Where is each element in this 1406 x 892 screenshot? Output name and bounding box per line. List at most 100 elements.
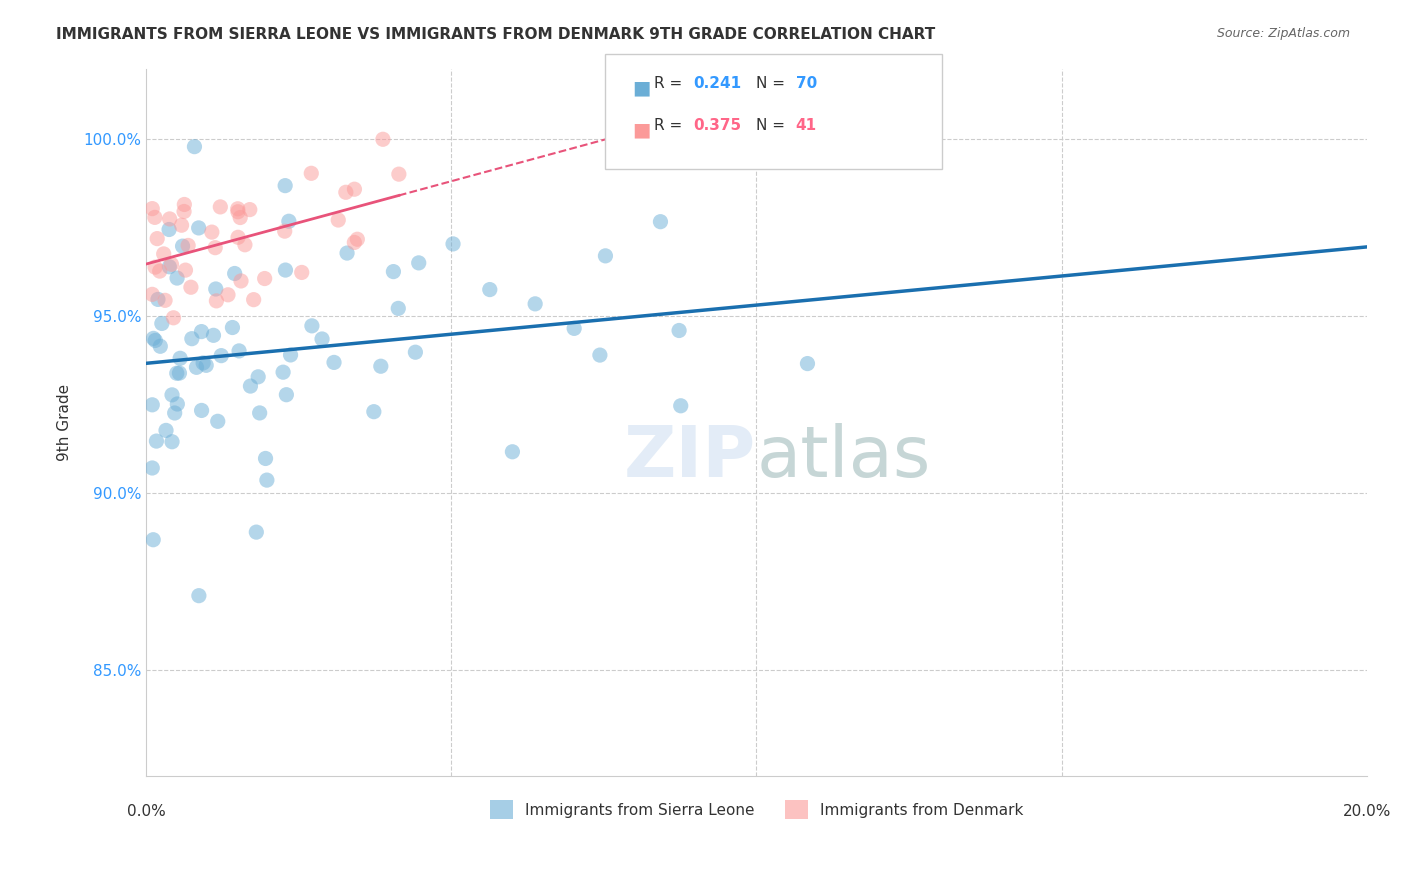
Immigrants from Sierra Leone xyxy=(441,236,464,251)
Immigrants from Sierra Leone xyxy=(245,525,267,540)
Immigrants from Sierra Leone xyxy=(524,297,547,311)
Text: N =: N = xyxy=(756,118,790,133)
Immigrants from Sierra Leone xyxy=(256,473,278,487)
Immigrants from Denmark xyxy=(299,166,322,180)
Immigrants from Sierra Leone xyxy=(191,356,214,370)
Immigrants from Sierra Leone xyxy=(254,451,277,466)
Immigrants from Sierra Leone xyxy=(363,405,385,419)
Text: N =: N = xyxy=(756,76,790,91)
Immigrants from Denmark xyxy=(371,132,394,146)
Immigrants from Sierra Leone xyxy=(796,357,818,371)
Immigrants from Denmark xyxy=(143,260,166,274)
Immigrants from Denmark xyxy=(162,310,184,325)
Immigrants from Sierra Leone xyxy=(668,324,690,338)
Immigrants from Sierra Leone xyxy=(155,424,177,438)
Immigrants from Denmark xyxy=(205,293,228,308)
Immigrants from Sierra Leone xyxy=(336,246,359,260)
Immigrants from Sierra Leone xyxy=(172,239,194,253)
Immigrants from Sierra Leone xyxy=(202,328,225,343)
Immigrants from Sierra Leone xyxy=(370,359,392,374)
Immigrants from Sierra Leone xyxy=(141,461,163,475)
Immigrants from Sierra Leone xyxy=(501,444,523,458)
Immigrants from Sierra Leone xyxy=(589,348,612,362)
Immigrants from Sierra Leone xyxy=(166,271,188,285)
Text: ■: ■ xyxy=(633,78,651,97)
Immigrants from Sierra Leone xyxy=(404,345,426,359)
Immigrants from Denmark xyxy=(242,293,264,307)
Immigrants from Sierra Leone xyxy=(595,249,617,263)
Text: ■: ■ xyxy=(633,120,651,139)
Immigrants from Sierra Leone xyxy=(224,267,246,281)
Immigrants from Denmark xyxy=(239,202,262,217)
Immigrants from Denmark xyxy=(159,211,181,226)
Immigrants from Denmark xyxy=(173,204,195,219)
Immigrants from Denmark xyxy=(229,274,252,288)
Immigrants from Denmark xyxy=(226,230,249,244)
Text: R =: R = xyxy=(654,76,688,91)
Immigrants from Sierra Leone xyxy=(311,332,333,346)
Immigrants from Denmark xyxy=(170,218,193,232)
Immigrants from Sierra Leone xyxy=(169,366,191,380)
Immigrants from Sierra Leone xyxy=(408,256,430,270)
Immigrants from Sierra Leone xyxy=(280,348,302,362)
Text: atlas: atlas xyxy=(756,423,931,492)
Immigrants from Denmark xyxy=(180,280,202,294)
Immigrants from Sierra Leone xyxy=(160,434,183,449)
Immigrants from Sierra Leone xyxy=(562,321,585,335)
Immigrants from Sierra Leone xyxy=(221,320,243,334)
Immigrants from Sierra Leone xyxy=(228,343,250,358)
Text: 0.241: 0.241 xyxy=(693,76,741,91)
Text: R =: R = xyxy=(654,118,688,133)
Immigrants from Denmark xyxy=(141,287,163,301)
Immigrants from Sierra Leone xyxy=(195,359,218,373)
Immigrants from Sierra Leone xyxy=(190,325,212,339)
Immigrants from Denmark xyxy=(143,211,166,225)
Immigrants from Sierra Leone xyxy=(150,317,173,331)
Immigrants from Sierra Leone xyxy=(180,332,202,346)
Immigrants from Sierra Leone xyxy=(478,283,501,297)
Immigrants from Sierra Leone xyxy=(163,406,186,420)
Immigrants from Sierra Leone xyxy=(239,379,262,393)
Immigrants from Denmark xyxy=(173,197,195,211)
Immigrants from Denmark xyxy=(233,237,256,252)
Immigrants from Sierra Leone xyxy=(382,264,405,278)
Immigrants from Sierra Leone xyxy=(157,222,180,236)
Immigrants from Denmark xyxy=(153,293,176,308)
Immigrants from Denmark xyxy=(141,202,163,216)
Text: Source: ZipAtlas.com: Source: ZipAtlas.com xyxy=(1216,27,1350,40)
Immigrants from Denmark xyxy=(328,213,350,227)
Immigrants from Denmark xyxy=(209,200,232,214)
Immigrants from Sierra Leone xyxy=(274,263,297,277)
Immigrants from Sierra Leone xyxy=(301,318,323,333)
Immigrants from Denmark xyxy=(291,265,314,279)
Text: 70: 70 xyxy=(796,76,817,91)
Immigrants from Denmark xyxy=(388,167,411,181)
Text: 0.375: 0.375 xyxy=(693,118,741,133)
Immigrants from Denmark xyxy=(152,247,174,261)
Text: IMMIGRANTS FROM SIERRA LEONE VS IMMIGRANTS FROM DENMARK 9TH GRADE CORRELATION CH: IMMIGRANTS FROM SIERRA LEONE VS IMMIGRAN… xyxy=(56,27,935,42)
Immigrants from Sierra Leone xyxy=(323,355,346,369)
Immigrants from Sierra Leone xyxy=(145,434,167,448)
Immigrants from Denmark xyxy=(229,211,252,225)
Y-axis label: 9th Grade: 9th Grade xyxy=(58,384,72,461)
Immigrants from Sierra Leone xyxy=(187,221,209,235)
Immigrants from Denmark xyxy=(146,231,169,245)
Immigrants from Sierra Leone xyxy=(274,178,297,193)
Immigrants from Sierra Leone xyxy=(142,533,165,547)
Immigrants from Sierra Leone xyxy=(669,399,692,413)
Immigrants from Denmark xyxy=(174,263,197,277)
Immigrants from Denmark xyxy=(226,204,249,219)
Immigrants from Denmark xyxy=(343,235,366,250)
Immigrants from Sierra Leone xyxy=(166,397,188,411)
Text: 41: 41 xyxy=(796,118,817,133)
Immigrants from Sierra Leone xyxy=(247,369,270,384)
Immigrants from Sierra Leone xyxy=(187,589,209,603)
Immigrants from Sierra Leone xyxy=(277,214,299,228)
Text: ZIP: ZIP xyxy=(624,423,756,492)
Immigrants from Sierra Leone xyxy=(186,360,208,375)
Immigrants from Denmark xyxy=(149,264,172,278)
Immigrants from Denmark xyxy=(253,271,276,285)
Immigrants from Sierra Leone xyxy=(650,215,672,229)
Immigrants from Denmark xyxy=(204,241,226,255)
Immigrants from Denmark xyxy=(201,225,224,239)
